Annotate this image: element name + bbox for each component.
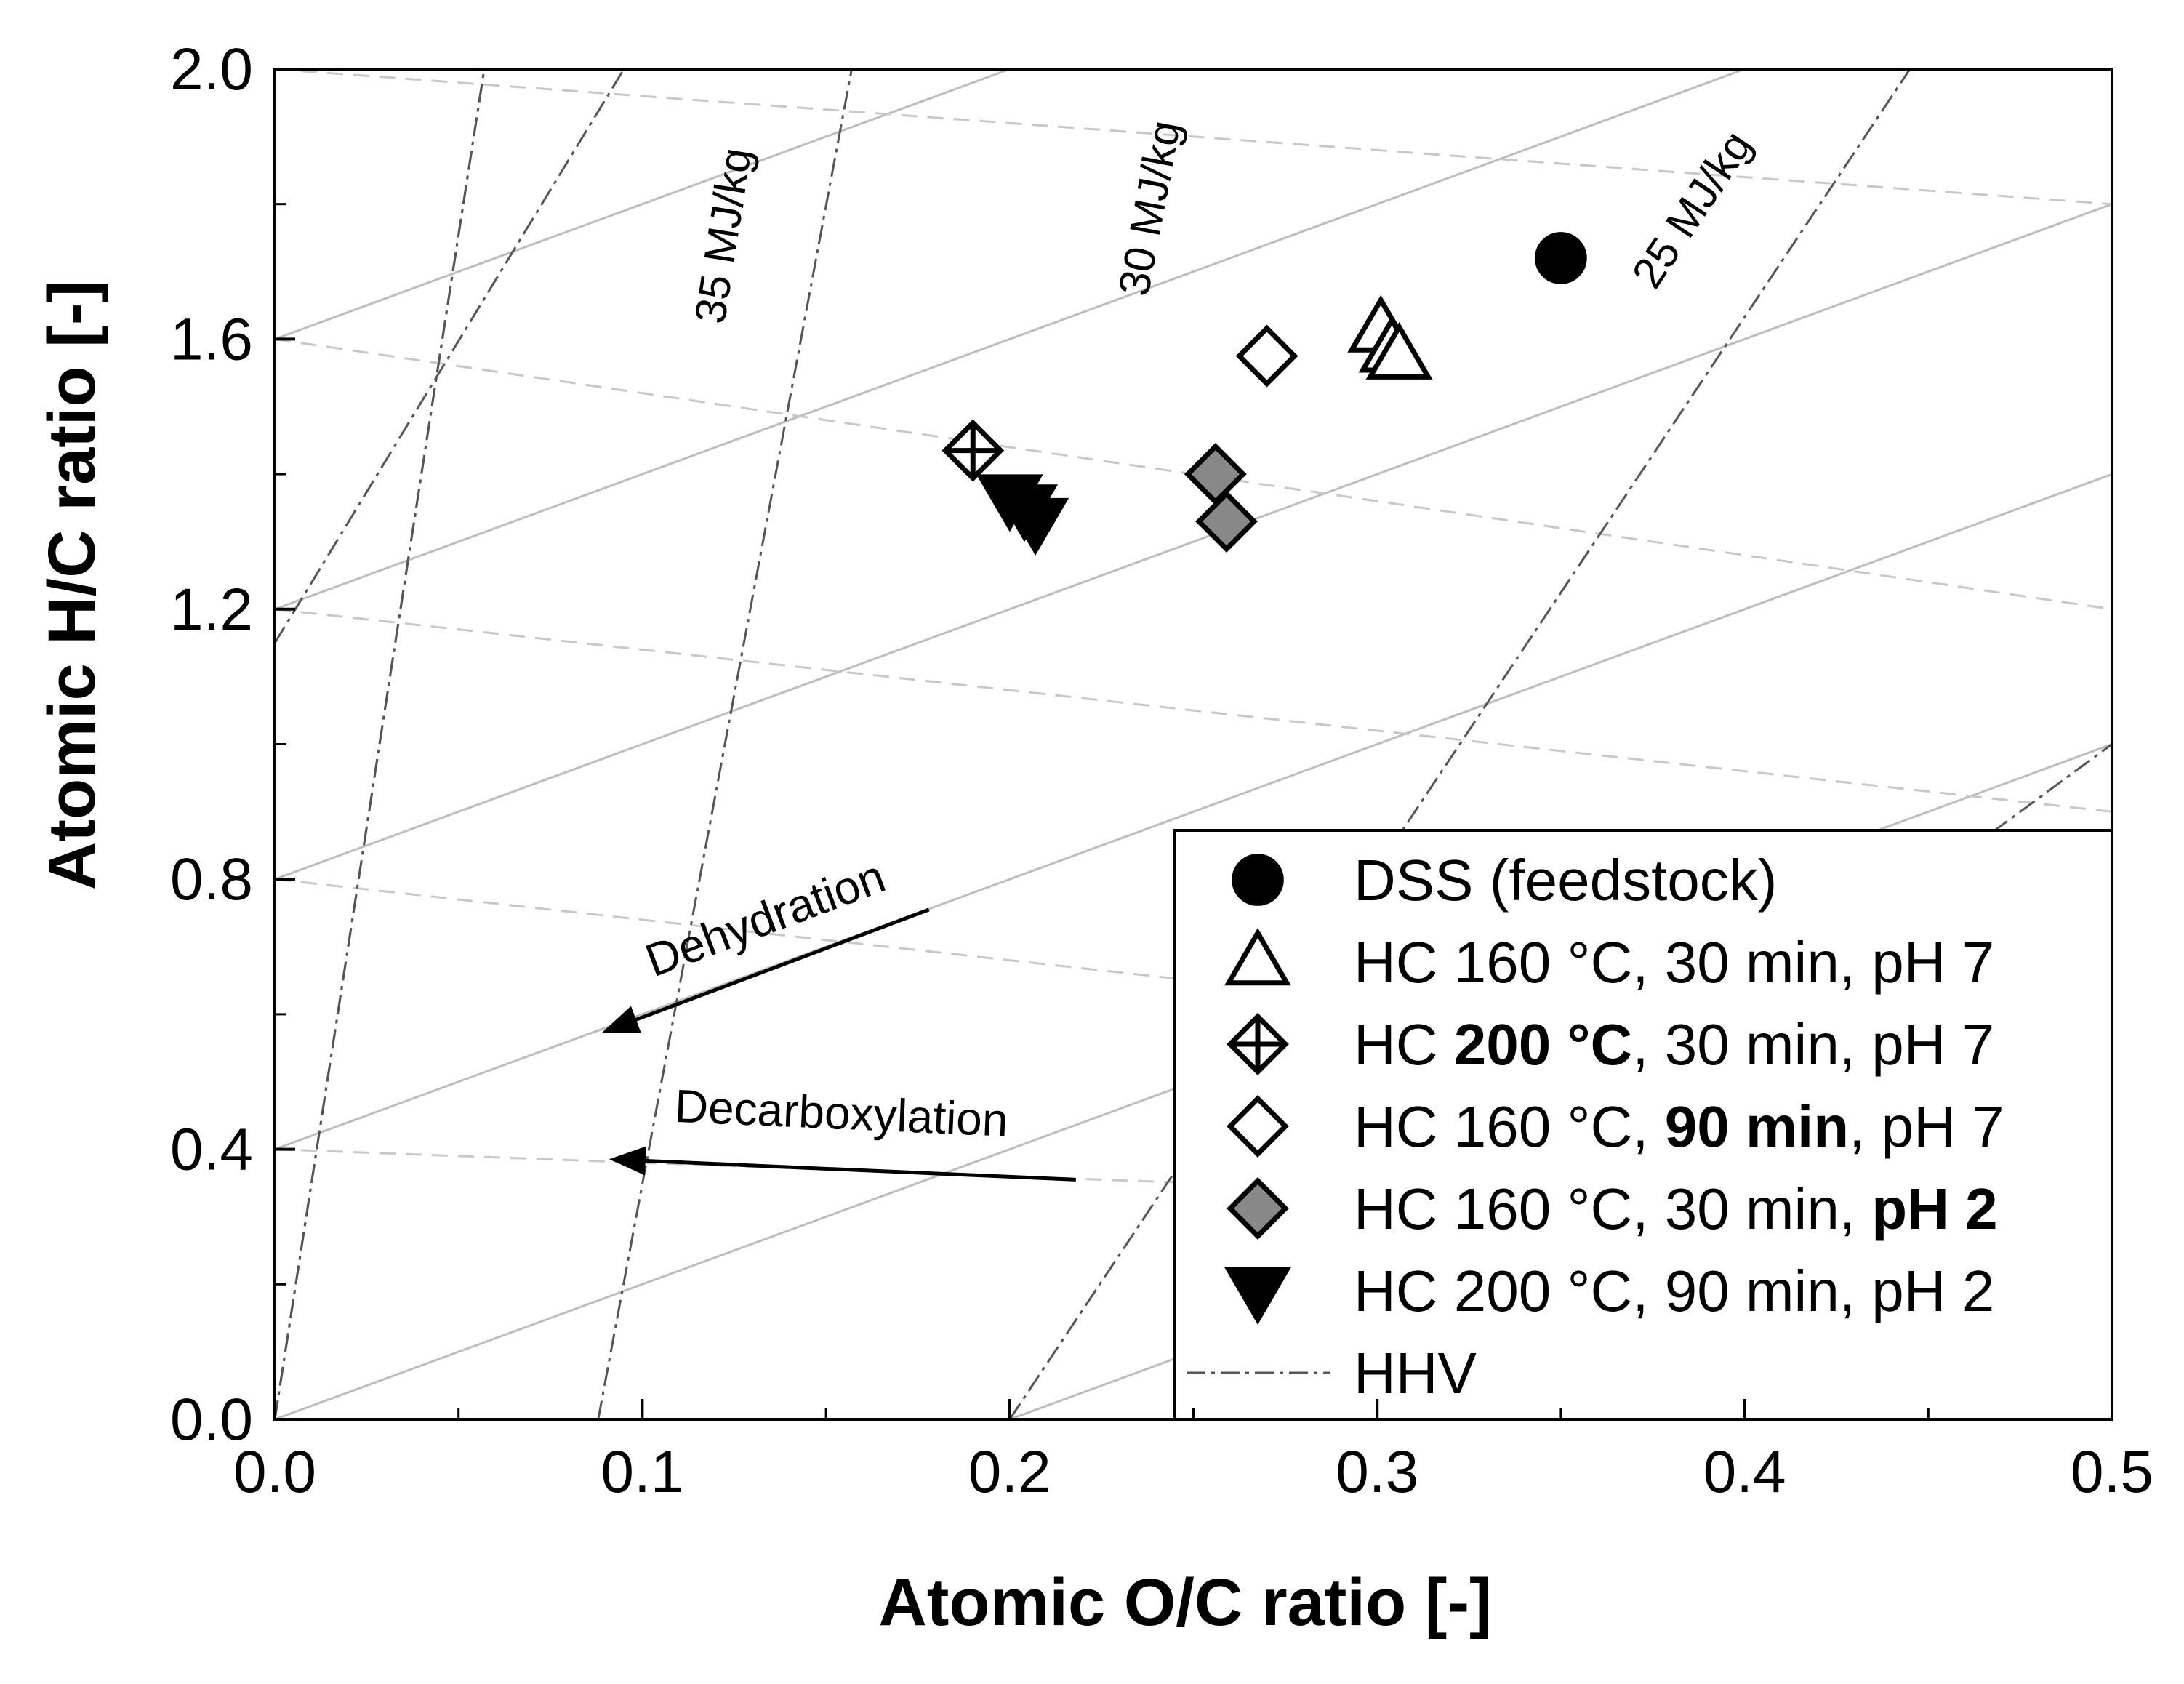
axis-ticks: 0.0 0.1 0.2 0.3 0.4 0.5 0.0 0.4 0.8 1.2 1.6 2.0 <box>170 36 2153 1505</box>
legend-symbol <box>1227 1013 1289 1075</box>
x-tick-label: 0.2 <box>968 1439 1051 1505</box>
data-point <box>1184 443 1247 506</box>
hhv-line-label: 25 MJ/kg <box>1623 122 1762 297</box>
hhv-line <box>1008 69 1911 1419</box>
hhv-line <box>597 69 853 1419</box>
legend-label: HC 160 °C, 30 min, pH 2 <box>1354 1176 1998 1241</box>
dehydration-line <box>275 69 1011 340</box>
x-tick-label: 0.4 <box>1703 1439 1786 1505</box>
annotation-arrow <box>602 907 930 1034</box>
y-tick-label: 1.6 <box>170 306 253 372</box>
dehydration-line <box>275 69 1746 611</box>
legend-label: DSS (feedstock) <box>1354 848 1777 913</box>
decarboxylation-line <box>275 69 2112 206</box>
y-tick-label: 1.2 <box>170 577 253 643</box>
dehydration-line <box>275 473 2112 1151</box>
dehydration-line <box>275 203 2112 881</box>
data-point-shape <box>1195 490 1258 553</box>
x-tick-label: 0.5 <box>2071 1439 2153 1505</box>
data-point <box>1235 324 1298 388</box>
data-point <box>1365 321 1433 380</box>
hhv-line-label: 30 MJ/kg <box>1109 116 1190 300</box>
legend-label: HHV <box>1354 1341 1477 1406</box>
legend-label: HC 200 °C, 30 min, pH 7 <box>1354 1012 1994 1077</box>
x-tick-label: 0.3 <box>1336 1439 1418 1505</box>
legend-label: HC 160 °C, 30 min, pH 7 <box>1354 930 1994 995</box>
legend-label: HC 160 °C, 90 min, pH 7 <box>1354 1094 2004 1159</box>
y-tick-label: 0.4 <box>170 1117 253 1183</box>
legend-symbol <box>1227 1177 1289 1240</box>
legend-symbol-shape <box>1224 1267 1291 1325</box>
hhv-line <box>275 69 486 1419</box>
legend-symbol <box>1224 1267 1291 1325</box>
legend-symbol <box>1232 854 1284 906</box>
x-tick-label: 0.1 <box>601 1439 683 1505</box>
data-point-shape <box>1365 321 1433 380</box>
legend-symbol <box>1227 1095 1289 1158</box>
annotation-label: Dehydration <box>638 849 891 987</box>
y-tick-label: 0.8 <box>170 846 253 913</box>
legend-symbol-shape <box>1227 1095 1289 1158</box>
annotation-arrow <box>609 1146 1076 1182</box>
y-tick-label: 0.0 <box>170 1387 253 1453</box>
data-point-shape <box>1184 443 1247 506</box>
hhv-line <box>275 69 625 644</box>
data-point-shape <box>1002 497 1069 556</box>
data-points-layer <box>942 232 1587 556</box>
y-axis-label: Atomic H/C ratio [-] <box>35 281 109 890</box>
data-point <box>1002 497 1069 556</box>
y-tick-label: 2.0 <box>170 36 253 103</box>
data-point <box>1535 232 1587 284</box>
annotation-label: Decarboxylation <box>673 1080 1009 1147</box>
legend-symbol-shape <box>1227 1177 1289 1240</box>
legend-label: HC 200 °C, 90 min, pH 2 <box>1354 1259 1994 1323</box>
legend: DSS (feedstock) HC 160 °C, 30 min, pH 7 HC… <box>1173 829 2113 1421</box>
x-tick-label: 0.0 <box>233 1439 316 1505</box>
decarboxylation-line <box>275 608 2112 813</box>
legend-symbol <box>1224 928 1291 986</box>
hhv-line-label: 35 MJ/kg <box>686 145 761 327</box>
data-point <box>942 419 1005 482</box>
data-point <box>1195 490 1258 553</box>
legend-symbol-shape <box>1232 854 1284 906</box>
legend-symbol-shape <box>1224 928 1291 986</box>
data-point-shape <box>1535 232 1587 284</box>
legend-box <box>1173 829 2113 1421</box>
data-point-shape <box>1235 324 1298 388</box>
x-axis-label: Atomic O/C ratio [-] <box>878 1565 1491 1640</box>
